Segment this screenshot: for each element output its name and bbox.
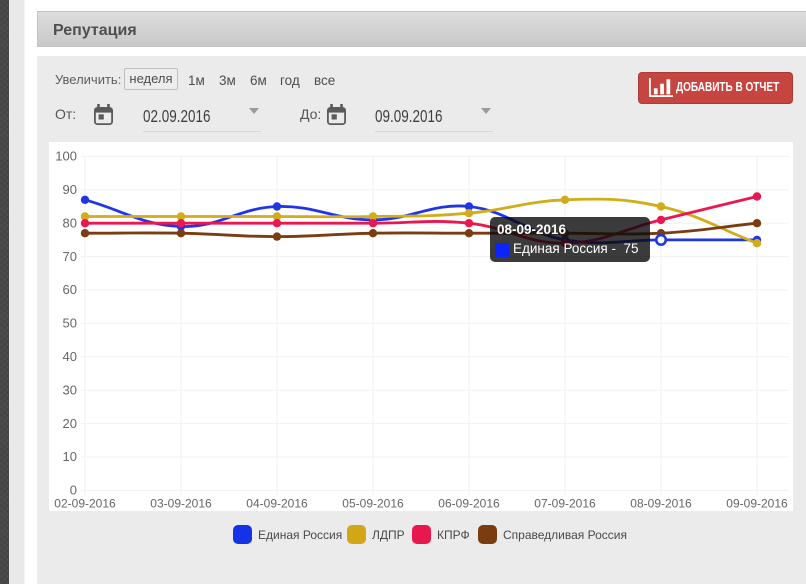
svg-text:06-09-2016: 06-09-2016 (438, 496, 500, 510)
svg-text:0: 0 (70, 483, 77, 498)
svg-text:30: 30 (63, 382, 77, 397)
svg-text:20: 20 (63, 416, 77, 431)
svg-text:50: 50 (63, 316, 77, 331)
svg-text:03-09-2016: 03-09-2016 (150, 496, 212, 510)
svg-text:70: 70 (63, 249, 77, 264)
svg-text:04-09-2016: 04-09-2016 (246, 496, 308, 510)
svg-text:07-09-2016: 07-09-2016 (534, 496, 596, 510)
svg-text:100: 100 (55, 149, 77, 164)
svg-text:90: 90 (63, 182, 77, 197)
svg-text:09-09-2016: 09-09-2016 (726, 496, 788, 510)
svg-text:05-09-2016: 05-09-2016 (342, 496, 404, 510)
svg-text:80: 80 (63, 215, 77, 230)
svg-text:08-09-2016: 08-09-2016 (630, 496, 692, 510)
svg-text:02-09-2016: 02-09-2016 (54, 496, 116, 510)
svg-text:10: 10 (63, 449, 77, 464)
svg-text:40: 40 (63, 349, 77, 364)
svg-text:60: 60 (63, 282, 77, 297)
